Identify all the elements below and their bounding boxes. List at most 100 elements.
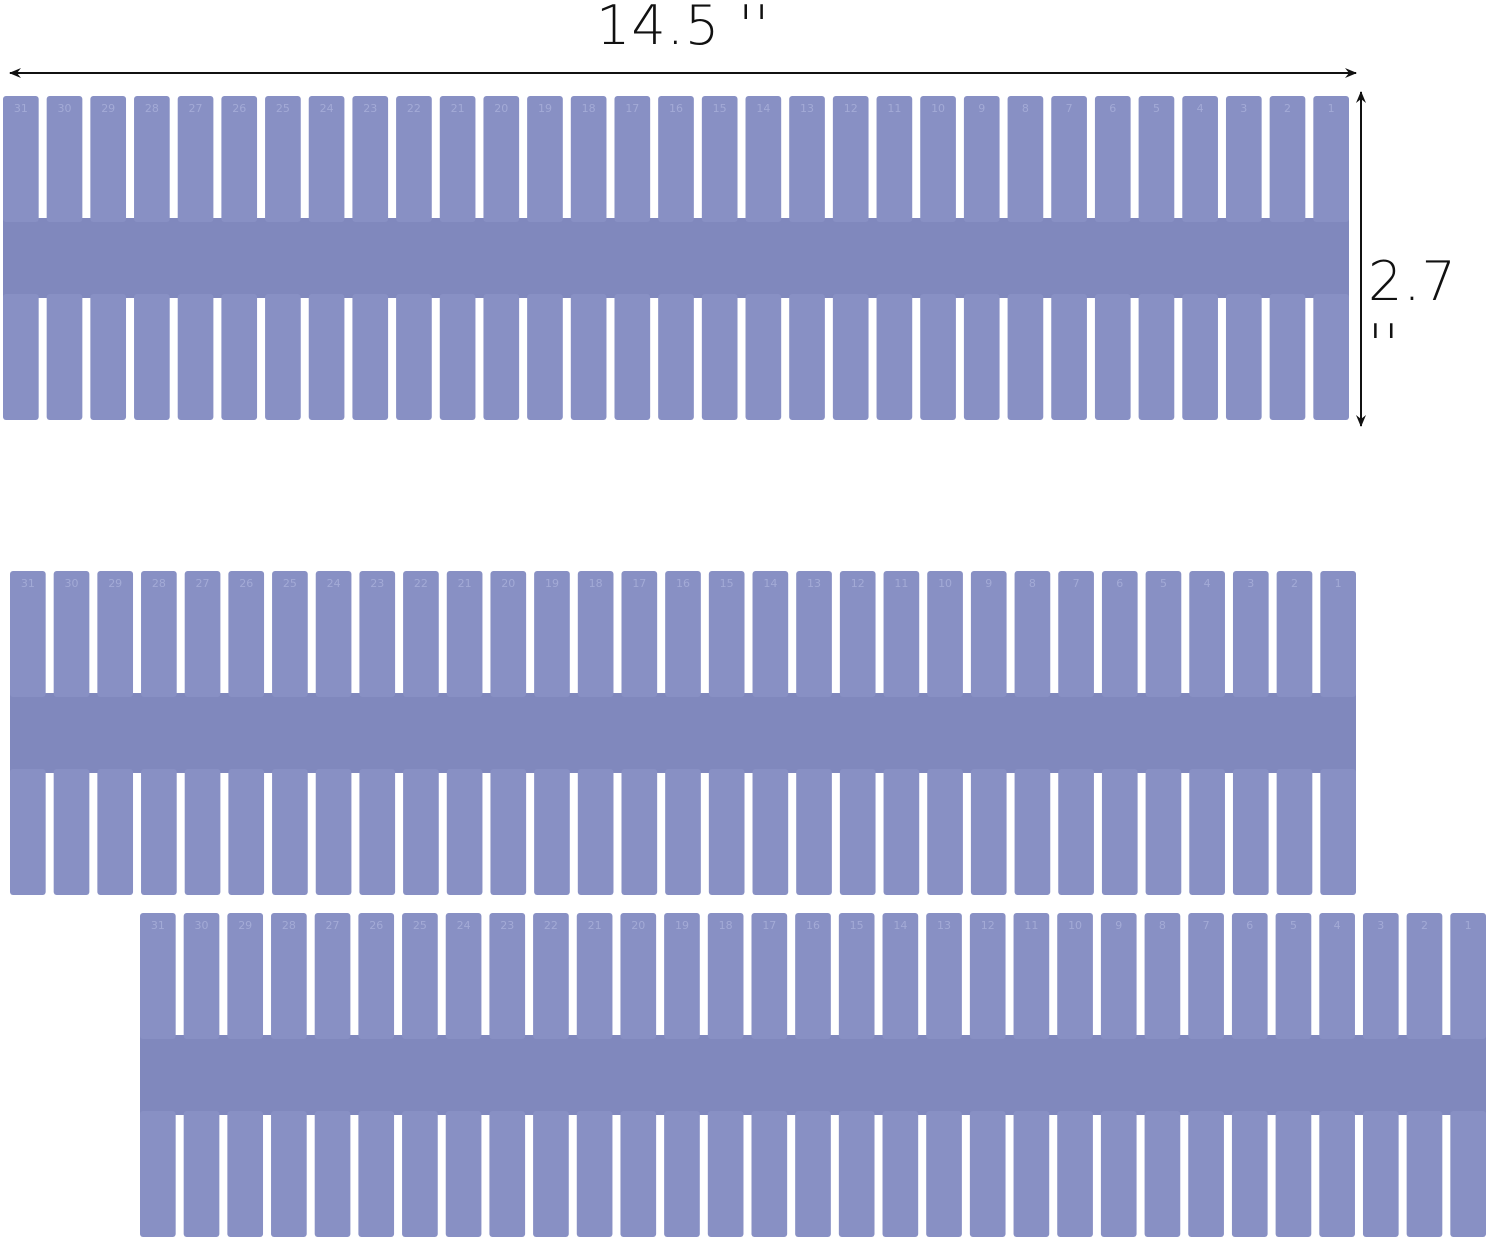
top-tooth <box>1189 571 1225 697</box>
bottom-tooth <box>751 1111 788 1237</box>
tooth-number: 27 <box>196 577 210 590</box>
bottom-tooth <box>1232 769 1269 895</box>
bottom-tooth <box>1269 294 1306 420</box>
top-tooth <box>271 913 307 1039</box>
tooth-number: 27 <box>326 919 340 932</box>
top-tooth <box>1225 96 1262 222</box>
top-tooth <box>708 571 745 697</box>
top-tooth <box>1275 913 1312 1039</box>
tooth-number: 28 <box>152 577 166 590</box>
bottom-tooth <box>883 769 920 895</box>
tooth-number: 3 <box>1240 102 1247 115</box>
top-tooth <box>352 96 389 222</box>
top-tooth <box>445 913 482 1039</box>
top-tooth <box>621 571 658 697</box>
top-tooth <box>707 913 744 1039</box>
tooth-number: 10 <box>931 102 945 115</box>
tooth-number: 20 <box>501 577 515 590</box>
tooth-number: 25 <box>276 102 290 115</box>
bottom-tooth <box>665 769 701 895</box>
top-tooth <box>1231 913 1268 1039</box>
bottom-tooth <box>969 1111 1006 1237</box>
bottom-tooth <box>708 769 745 895</box>
bottom-tooth <box>576 1111 613 1237</box>
bottom-tooth <box>402 1111 438 1237</box>
tooth-number: 19 <box>538 102 552 115</box>
bottom-tooth <box>920 294 956 420</box>
top-tooth <box>402 913 438 1039</box>
top-tooth <box>227 913 264 1039</box>
top-tooth <box>396 96 432 222</box>
bottom-tooth <box>1450 1111 1486 1237</box>
bottom-tooth <box>359 769 396 895</box>
top-tooth <box>665 571 701 697</box>
bottom-tooth <box>533 1111 569 1237</box>
bottom-tooth <box>403 769 439 895</box>
tooth-number: 20 <box>494 102 508 115</box>
top-tooth <box>1145 571 1182 697</box>
top-tooth <box>439 96 476 222</box>
tooth-number: 24 <box>327 577 341 590</box>
top-tooth <box>1320 571 1356 697</box>
bottom-tooth <box>314 1111 351 1237</box>
tooth-number: 6 <box>1246 919 1253 932</box>
tooth-number: 26 <box>369 919 383 932</box>
top-tooth <box>963 96 1000 222</box>
tooth-number: 15 <box>850 919 864 932</box>
tooth-number: 20 <box>631 919 645 932</box>
top-tooth <box>1269 96 1306 222</box>
top-tooth <box>1094 96 1131 222</box>
tooth-number: 25 <box>413 919 427 932</box>
tooth-number: 23 <box>370 577 384 590</box>
bottom-tooth <box>832 294 869 420</box>
tooth-number: 4 <box>1204 577 1211 590</box>
top-tooth <box>577 571 614 697</box>
top-tooth <box>1051 96 1087 222</box>
top-tooth <box>796 571 832 697</box>
bottom-tooth <box>658 294 694 420</box>
tooth-number: 17 <box>762 919 776 932</box>
top-tooth <box>184 571 221 697</box>
top-tooth <box>614 96 651 222</box>
bottom-tooth <box>184 769 221 895</box>
tooth-number: 6 <box>1116 577 1123 590</box>
bottom-tooth <box>1057 1111 1093 1237</box>
tooth-number: 3 <box>1377 919 1384 932</box>
bottom-tooth <box>489 1111 526 1237</box>
bottom-tooth <box>46 294 83 420</box>
top-tooth <box>838 913 875 1039</box>
tooth-number: 22 <box>414 577 428 590</box>
bottom-tooth <box>1182 294 1218 420</box>
top-tooth <box>1188 913 1224 1039</box>
bottom-tooth <box>1058 769 1094 895</box>
bottom-tooth <box>963 294 1000 420</box>
tooth-number: 28 <box>145 102 159 115</box>
bottom-tooth <box>795 1111 831 1237</box>
tooth-number: 24 <box>457 919 471 932</box>
top-tooth <box>1058 571 1094 697</box>
tooth-number: 4 <box>1197 102 1204 115</box>
tooth-number: 31 <box>21 577 35 590</box>
divider-spine <box>10 693 1356 773</box>
bottom-tooth <box>315 769 352 895</box>
tooth-number: 30 <box>65 577 79 590</box>
top-tooth <box>140 913 176 1039</box>
bottom-tooth <box>10 769 46 895</box>
tooth-number: 9 <box>978 102 985 115</box>
bottom-tooth <box>1138 294 1175 420</box>
top-tooth <box>1276 571 1313 697</box>
tooth-number: 10 <box>938 577 952 590</box>
bottom-tooth <box>1145 769 1182 895</box>
tooth-number: 19 <box>675 919 689 932</box>
tooth-number: 26 <box>239 577 253 590</box>
bottom-tooth <box>445 1111 482 1237</box>
top-tooth <box>1362 913 1399 1039</box>
tooth-number: 15 <box>713 102 727 115</box>
bottom-tooth <box>177 294 214 420</box>
bottom-tooth <box>53 769 90 895</box>
top-tooth <box>1144 913 1181 1039</box>
bottom-tooth <box>140 1111 176 1237</box>
tooth-number: 10 <box>1068 919 1082 932</box>
bottom-tooth <box>1014 769 1051 895</box>
